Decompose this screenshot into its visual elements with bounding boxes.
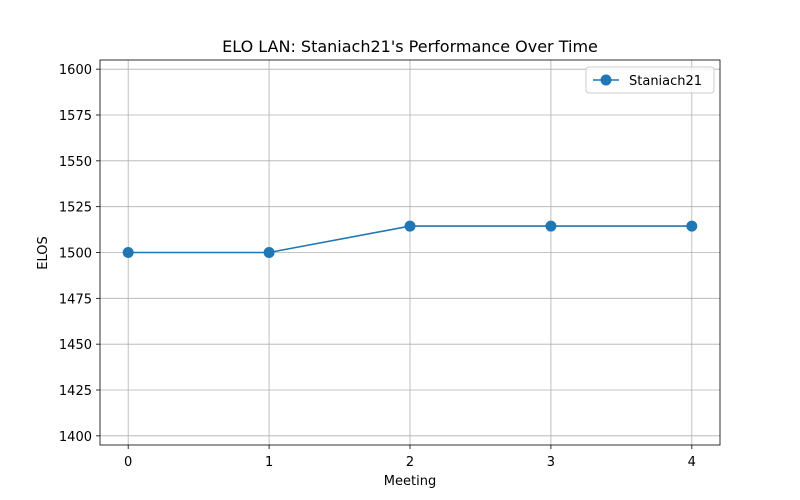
y-tick-label: 1525: [59, 201, 92, 216]
y-tick-label: 1475: [59, 292, 92, 307]
y-tick-label: 1425: [59, 384, 92, 399]
y-tick-label: 1600: [59, 63, 92, 78]
data-point: [404, 220, 416, 232]
data-point: [122, 247, 134, 258]
y-tick-label: 1550: [59, 155, 92, 170]
axis-layer: 0 1 2 3 4 1400 1425 1450 1475 1500 1525 1550 1575 160…: [59, 59, 721, 470]
y-tick-label: 1575: [59, 109, 92, 124]
series-layer: [122, 220, 698, 258]
data-point: [686, 220, 698, 232]
chart-title: ELO LAN: Staniach21's Performance Over T…: [222, 37, 598, 56]
data-point: [545, 220, 557, 232]
y-tick-label: 1450: [59, 338, 92, 353]
y-axis-label: ELOS: [36, 236, 51, 269]
y-tick-label: 1400: [59, 430, 92, 445]
x-tick-label: 0: [124, 455, 132, 470]
x-axis-label: Meeting: [384, 474, 436, 489]
legend: Staniach21: [585, 66, 715, 94]
x-tick-label: 2: [406, 455, 414, 470]
x-tick-label: 3: [547, 455, 555, 470]
legend-box: [585, 66, 715, 94]
x-tick-label: 1: [265, 455, 273, 470]
legend-label: Staniach21: [629, 74, 702, 89]
legend-marker: [600, 74, 612, 86]
data-point: [263, 247, 275, 258]
y-tick-label: 1500: [59, 247, 92, 262]
x-tick-label: 4: [688, 455, 696, 470]
